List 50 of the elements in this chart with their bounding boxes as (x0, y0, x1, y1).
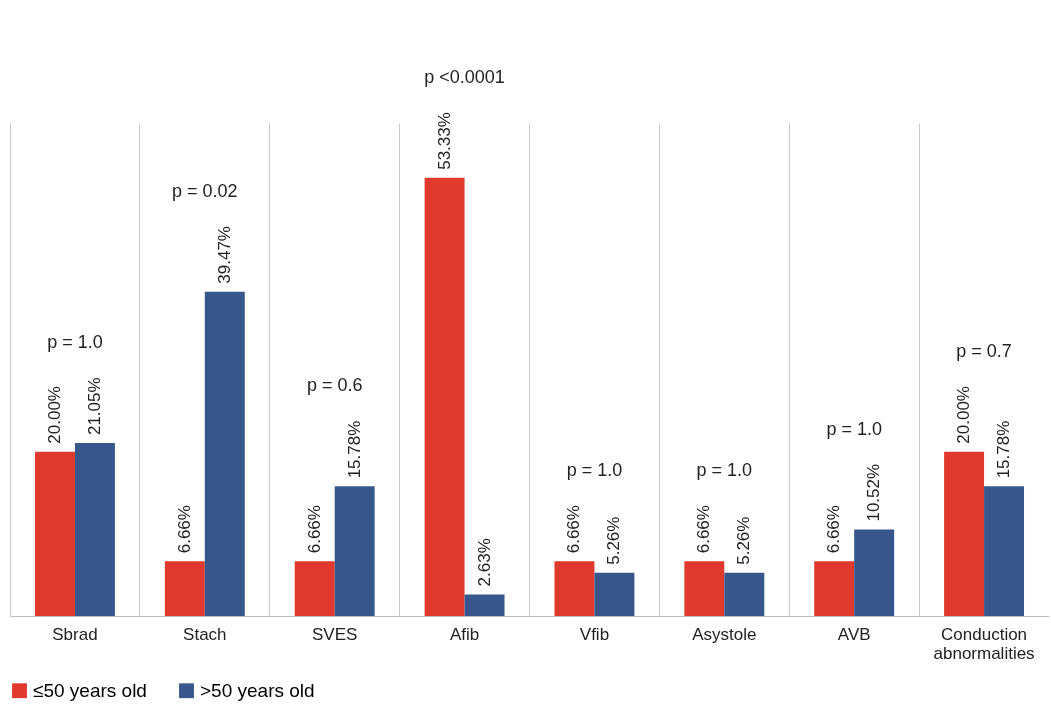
data-label: 39.47% (214, 226, 234, 284)
legend-label: ≤50 years old (33, 679, 147, 701)
data-label: 5.26% (604, 516, 624, 565)
annotation: p = 1.0 (566, 460, 623, 481)
data-label: 20.00% (954, 385, 974, 444)
data-label: 20.00% (44, 385, 64, 444)
bar (294, 561, 335, 616)
data-label: 6.66% (564, 505, 584, 554)
data-label: 2.63% (474, 538, 494, 587)
legend-label: >50 years old (200, 679, 315, 701)
data-label: 21.05% (84, 377, 104, 436)
x-tick-label: Conduction abnormalities (933, 624, 1035, 663)
data-label: 6.66% (174, 505, 194, 554)
bar (854, 529, 895, 616)
data-label: 6.66% (824, 505, 844, 554)
data-label: 53.33% (434, 112, 454, 170)
bar (204, 291, 245, 616)
bar (684, 561, 725, 616)
annotation: p = 1.0 (826, 418, 882, 439)
bar (984, 486, 1025, 616)
bar (164, 561, 205, 616)
annotation: p = 0.7 (956, 340, 1012, 361)
bar (554, 561, 595, 616)
data-label: 10.52% (864, 463, 884, 522)
x-tick-label: Stach (183, 624, 227, 644)
data-label: 5.26% (734, 516, 754, 565)
bar (34, 451, 75, 616)
x-tick-label: SVES (312, 624, 358, 644)
x-tick-label: AVB (837, 624, 871, 644)
annotation: p = 1.0 (47, 332, 103, 353)
annotation: p = 1.0 (696, 460, 753, 481)
bar (944, 451, 985, 616)
x-tick-label: Afib (449, 624, 480, 644)
data-label: 15.78% (344, 420, 364, 479)
bar (814, 561, 855, 616)
annotation: p = 0.6 (306, 375, 363, 396)
x-tick-label: Sbrad (52, 624, 98, 644)
x-tick-label: Vfib (579, 624, 610, 644)
data-label: 15.78% (994, 420, 1014, 479)
bar (464, 594, 505, 616)
x-tick-label: Asystole (692, 624, 757, 644)
bar (424, 177, 465, 616)
data-label: 6.66% (304, 505, 324, 554)
text: p <0.0001 (424, 66, 505, 87)
bar (334, 486, 375, 616)
bar (74, 443, 115, 616)
bar (594, 572, 635, 616)
bar (724, 572, 765, 616)
annotation: p = 0.02 (172, 180, 238, 201)
data-label: 6.66% (694, 505, 714, 554)
